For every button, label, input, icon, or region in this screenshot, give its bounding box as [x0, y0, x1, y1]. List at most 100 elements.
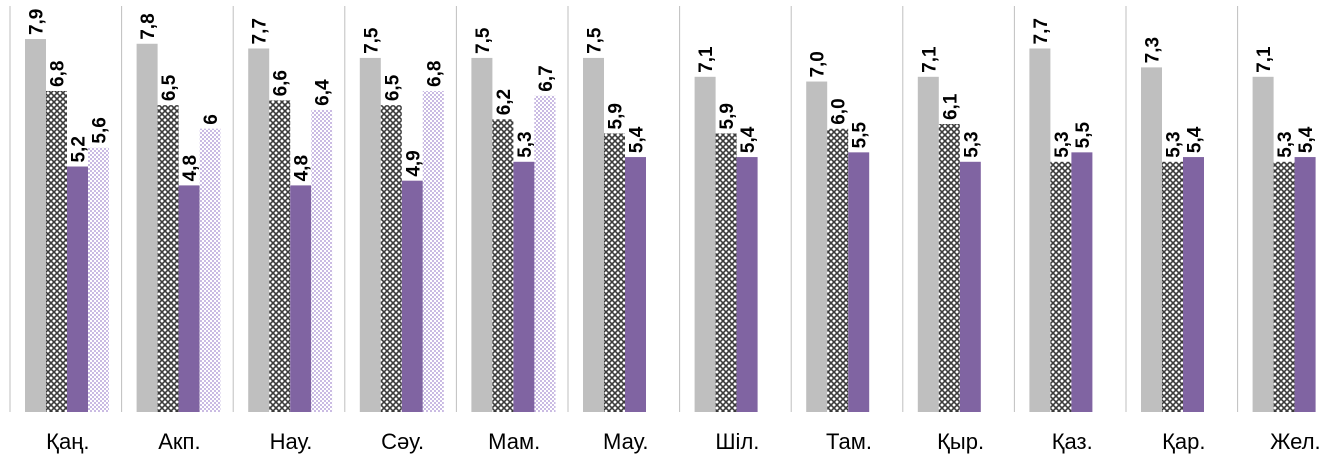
bar-series-1-6	[583, 57, 604, 412]
data-label-series-1-4: 7,5	[361, 27, 382, 54]
data-label-series-2-7: 5,9	[717, 103, 738, 129]
data-label-series-4-4: 6,8	[424, 61, 445, 87]
bar-series-3-1	[67, 166, 88, 412]
bar-series-2-5	[492, 119, 514, 413]
category-label-6: Мау.	[603, 429, 648, 454]
bar-series-1-8	[806, 81, 828, 412]
category-label-12: Жел.	[1270, 429, 1321, 454]
data-label-series-4-2: 6	[201, 114, 222, 125]
data-label-series-3-4: 4,9	[403, 150, 424, 176]
category-label-10: Қаз.	[1052, 429, 1093, 454]
data-label-series-1-7: 7,1	[696, 46, 717, 73]
data-label-series-3-10: 5,5	[1073, 122, 1094, 149]
bar-series-2-4	[380, 105, 402, 413]
category-labels-group: Қаң. Акп. Нау. Сәу. Мам. Мау. Шіл. Там. Қыр. Қаз.…	[46, 429, 1321, 454]
data-label-series-1-11: 7,3	[1143, 37, 1164, 63]
bar-series-2-2	[157, 105, 179, 413]
data-label-series-2-12: 5,3	[1275, 131, 1296, 157]
data-label-series-2-10: 5,3	[1052, 131, 1073, 157]
data-label-series-3-9: 5,3	[961, 131, 982, 157]
bar-series-2-12	[1273, 161, 1295, 412]
category-label-8: Там.	[826, 429, 872, 454]
data-label-series-1-8: 7,0	[808, 51, 829, 77]
category-label-11: Қар.	[1162, 429, 1205, 454]
bar-series-1-7	[694, 76, 716, 412]
bar-series-2-6	[604, 133, 625, 412]
bar-series-2-7	[715, 133, 737, 412]
bar-series-2-10	[1050, 161, 1072, 412]
data-label-series-3-6: 5,4	[627, 126, 648, 153]
data-label-series-2-8: 6,0	[829, 98, 850, 124]
data-labels-group: 7,96,85,25,67,86,54,867,76,64,86,47,56,5…	[27, 9, 1318, 182]
data-label-series-2-3: 6,6	[271, 70, 292, 96]
data-label-series-1-12: 7,1	[1254, 46, 1275, 73]
data-label-series-2-4: 6,5	[382, 74, 403, 101]
bar-series-4-1	[88, 147, 109, 412]
data-label-series-3-11: 5,4	[1185, 126, 1206, 153]
bar-series-3-9	[959, 161, 981, 412]
category-label-4: Сәу.	[381, 429, 424, 454]
bar-series-3-10	[1071, 152, 1093, 413]
category-separators	[9, 6, 1239, 412]
data-label-series-4-3: 6,4	[313, 79, 334, 106]
data-label-series-2-5: 6,2	[494, 89, 515, 115]
bar-series-1-2	[136, 43, 158, 412]
data-label-series-3-8: 5,5	[850, 122, 871, 149]
bar-series-3-5	[513, 161, 535, 412]
category-label-1: Қаң.	[46, 429, 89, 454]
bar-series-4-3	[311, 109, 333, 412]
bar-series-3-8	[848, 152, 870, 413]
bar-series-1-3	[248, 48, 270, 412]
data-label-series-3-12: 5,4	[1296, 126, 1317, 153]
bar-series-3-4	[401, 180, 423, 412]
bar-series-2-8	[827, 128, 849, 412]
bar-series-1-9	[917, 76, 939, 412]
data-label-series-1-5: 7,5	[473, 27, 494, 54]
data-label-series-1-6: 7,5	[585, 27, 606, 54]
category-label-7: Шіл.	[715, 429, 759, 454]
bar-series-1-4	[359, 57, 381, 412]
bar-series-1-1	[25, 39, 46, 413]
data-label-series-2-6: 5,9	[606, 103, 627, 129]
data-label-series-2-1: 6,8	[48, 61, 69, 87]
bar-series-3-3	[290, 185, 312, 412]
data-label-series-2-2: 6,5	[159, 74, 180, 101]
bar-series-2-3	[269, 100, 291, 412]
bar-series-2-9	[938, 124, 960, 412]
bars-group	[25, 39, 1316, 413]
bar-series-4-4	[422, 90, 444, 412]
bar-series-3-6	[625, 157, 646, 412]
data-label-series-3-5: 5,3	[515, 131, 536, 157]
data-label-series-1-3: 7,7	[250, 18, 271, 44]
category-label-9: Қыр.	[937, 429, 984, 454]
data-label-series-4-1: 5,6	[90, 117, 111, 143]
data-label-series-3-2: 4,8	[180, 155, 201, 181]
category-label-2: Акп.	[158, 429, 200, 454]
data-label-series-1-10: 7,7	[1031, 18, 1052, 44]
data-label-series-3-1: 5,2	[69, 136, 90, 162]
bar-series-1-12	[1252, 76, 1274, 412]
bar-series-1-10	[1029, 48, 1051, 412]
category-label-5: Мам.	[488, 429, 540, 454]
bar-series-3-11	[1183, 157, 1204, 412]
bar-series-1-5	[471, 57, 493, 412]
bar-series-3-7	[736, 157, 758, 412]
bar-series-3-2	[178, 185, 200, 412]
data-label-series-2-9: 6,1	[940, 93, 961, 120]
bar-series-2-1	[46, 90, 67, 412]
bar-series-4-2	[199, 128, 221, 412]
data-label-series-1-1: 7,9	[27, 9, 48, 35]
bar-series-1-11	[1141, 67, 1162, 412]
category-label-3: Нау.	[270, 429, 313, 454]
data-label-series-1-2: 7,8	[138, 13, 159, 39]
data-label-series-3-7: 5,4	[738, 126, 759, 153]
bar-series-2-11	[1162, 161, 1183, 412]
data-label-series-1-9: 7,1	[919, 46, 940, 73]
bar-series-3-12	[1294, 157, 1316, 412]
bar-series-4-5	[534, 95, 556, 412]
data-label-series-4-5: 6,7	[536, 65, 557, 91]
data-label-series-2-11: 5,3	[1164, 131, 1185, 157]
data-label-series-3-3: 4,8	[292, 155, 313, 181]
